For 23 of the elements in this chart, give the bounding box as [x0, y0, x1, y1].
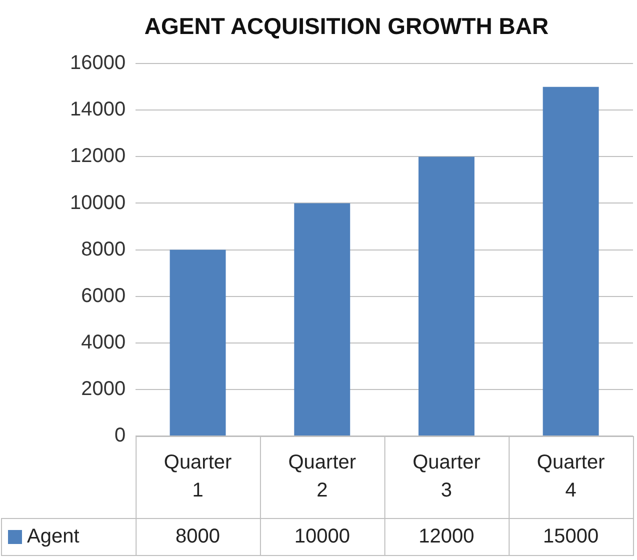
- data-label: 10000: [294, 526, 350, 548]
- y-tick-label: 12000: [70, 145, 126, 168]
- y-tick-label: 14000: [70, 98, 126, 121]
- chart-title: AGENT ACQUISITION GROWTH BAR: [144, 13, 549, 40]
- data-label: 15000: [543, 526, 599, 548]
- y-tick-label: 4000: [81, 331, 126, 354]
- bar: [418, 156, 474, 436]
- legend-label: Agent: [27, 526, 80, 548]
- y-tick-label: 8000: [81, 238, 126, 260]
- y-tick-label: 6000: [81, 284, 126, 307]
- x-tick-label: Quarter 2: [288, 452, 356, 502]
- x-tick-label: Quarter 1: [164, 452, 232, 502]
- y-tick-label: 10000: [70, 192, 126, 214]
- x-tick-label: Quarter 4: [536, 452, 606, 502]
- bar: [170, 250, 226, 436]
- x-tick-label: Quarter 3: [412, 452, 481, 502]
- y-tick-label: 2000: [81, 378, 126, 400]
- bar: [294, 203, 350, 436]
- data-label: 12000: [418, 526, 474, 548]
- bar: [542, 86, 599, 436]
- y-tick-label: 16000: [70, 52, 126, 74]
- y-tick-label: 0: [114, 424, 126, 447]
- data-label: 8000: [176, 526, 220, 548]
